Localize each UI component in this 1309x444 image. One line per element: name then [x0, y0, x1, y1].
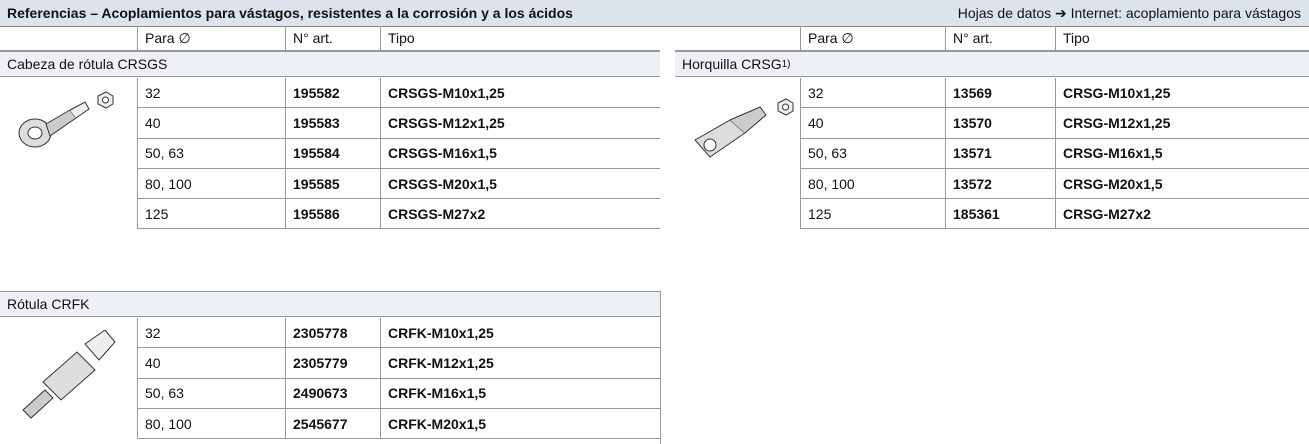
blank-cell: [0, 26, 137, 51]
type-code: CRFK-M12x1,25: [380, 348, 660, 379]
part-number: 185361: [945, 199, 1055, 230]
type-code: CRSGS-M27x2: [380, 199, 660, 230]
datasheet-link: Hojas de datos ➔ Internet: acoplamiento …: [957, 4, 1301, 21]
type-code: CRSGS-M10x1,25: [380, 78, 660, 109]
type-code: CRFK-M20x1,5: [380, 408, 660, 440]
part-number: 195586: [285, 199, 380, 230]
type-code: CRSGS-M16x1,5: [380, 138, 660, 169]
diameter: 50, 63: [800, 138, 945, 169]
part-number: 13570: [945, 108, 1055, 139]
diameter: 40: [137, 108, 285, 139]
diameter: 125: [800, 199, 945, 230]
footnote: 1): [781, 58, 791, 70]
part-number: 195585: [285, 168, 380, 200]
column-header: Tipo: [1055, 26, 1309, 51]
part-number: 2305779: [285, 348, 380, 379]
diameter: 125: [137, 199, 285, 230]
diameter: 50, 63: [137, 138, 285, 169]
diameter: 80, 100: [137, 168, 285, 200]
type-code: CRSG-M27x2: [1055, 199, 1309, 230]
diameter: 32: [800, 78, 945, 109]
type-code: CRSGS-M20x1,5: [380, 168, 660, 200]
diameter: 32: [137, 78, 285, 109]
part-number: 13569: [945, 78, 1055, 109]
section-name: Rótula CRFK: [7, 296, 90, 312]
type-code: CRFK-M16x1,5: [380, 378, 660, 409]
type-code: CRSG-M16x1,5: [1055, 138, 1309, 169]
type-code: CRSG-M20x1,5: [1055, 168, 1309, 200]
column-header: N° art.: [285, 26, 380, 51]
blank-cell: [675, 26, 800, 51]
spherical-joint-image: [22, 330, 116, 419]
column-header: N° art.: [945, 26, 1055, 51]
title: Referencias – Acoplamientos para vástago…: [7, 5, 573, 21]
column-header: Para ∅: [800, 26, 945, 51]
diameter: 32: [137, 318, 285, 349]
section-title: Horquilla CRSG 1): [675, 51, 1309, 77]
column-header: Tipo: [380, 26, 660, 51]
part-number: 195582: [285, 78, 380, 109]
part-number: 195583: [285, 108, 380, 139]
divider: [660, 291, 661, 444]
part-number: 2490673: [285, 378, 380, 409]
diameter: 50, 63: [137, 378, 285, 409]
part-number: 195584: [285, 138, 380, 169]
section-name: Horquilla CRSG: [682, 56, 782, 72]
type-code: CRSG-M12x1,25: [1055, 108, 1309, 139]
part-number: 13572: [945, 168, 1055, 200]
part-number: 2545677: [285, 408, 380, 440]
section-name: Cabeza de rótula CRSGS: [7, 56, 168, 72]
column-header: Para ∅: [137, 26, 285, 51]
part-number: 2305778: [285, 318, 380, 349]
diameter: 40: [800, 108, 945, 139]
type-code: CRSGS-M12x1,25: [380, 108, 660, 139]
diameter: 80, 100: [137, 408, 285, 440]
diameter: 40: [137, 348, 285, 379]
clevis-image: [694, 98, 794, 158]
type-code: CRFK-M10x1,25: [380, 318, 660, 349]
diameter: 80, 100: [800, 168, 945, 200]
rod-eye-image: [18, 91, 114, 148]
type-code: CRSG-M10x1,25: [1055, 78, 1309, 109]
header-bar: Referencias – Acoplamientos para vástago…: [0, 0, 1309, 27]
section-title: Cabeza de rótula CRSGS: [0, 51, 660, 77]
part-number: 13571: [945, 138, 1055, 169]
section-title: Rótula CRFK: [0, 291, 660, 317]
